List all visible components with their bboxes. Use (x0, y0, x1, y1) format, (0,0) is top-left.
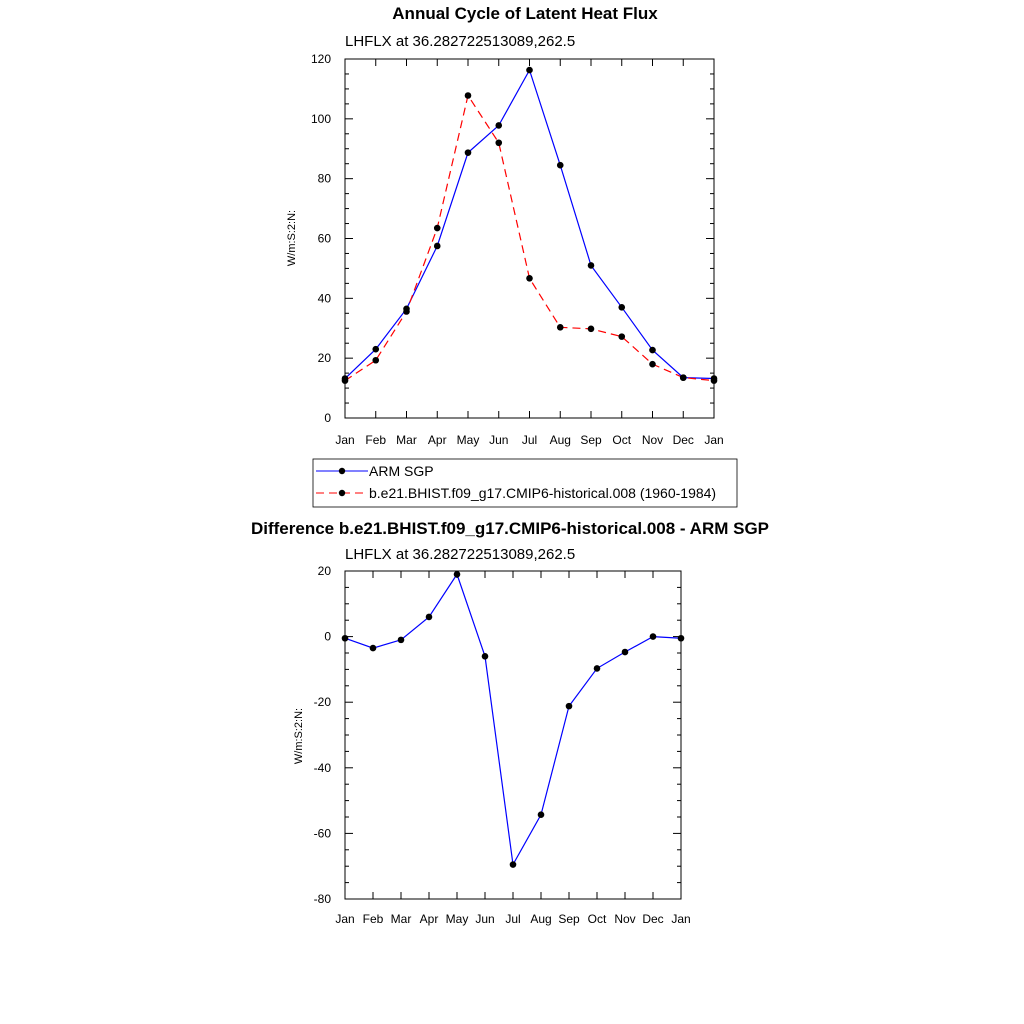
x-tick-label: Mar (396, 433, 417, 447)
legend-marker-model (338, 489, 346, 497)
data-point (453, 570, 461, 578)
data-point (649, 633, 657, 640)
difference-series-points (341, 570, 685, 868)
y-tick-label: 40 (318, 291, 332, 305)
data-point (649, 360, 656, 368)
chart-subtitle: LHFLX at 36.282722513089,262.5 (345, 33, 575, 50)
y-tick-label: 120 (311, 52, 331, 66)
difference-subtitle: LHFLX at 36.282722513089,262.5 (345, 546, 575, 563)
x-tick-label: Nov (642, 433, 663, 447)
data-point (556, 324, 564, 331)
y-tick-label: -80 (314, 892, 332, 906)
difference-title: Difference b.e21.BHIST.f09_g17.CMIP6-his… (251, 519, 769, 538)
data-point (587, 325, 595, 333)
y-tick-label: -60 (314, 826, 332, 840)
x-tick-label: May (457, 433, 480, 447)
data-point (618, 333, 626, 340)
x-tick-label: Jun (475, 912, 494, 926)
x-tick-label: Jan (335, 433, 354, 447)
x-tick-label: May (446, 912, 469, 926)
data-point (481, 652, 489, 660)
x-tick-label: Jul (522, 433, 537, 447)
series-line-model (344, 93, 715, 382)
x-tick-label: Apr (428, 433, 447, 447)
x-tick-label: Jan (335, 912, 354, 926)
data-point (433, 242, 441, 250)
difference-panel: Difference b.e21.BHIST.f09_g17.CMIP6-his… (251, 519, 769, 926)
data-point (649, 346, 656, 354)
data-point (526, 274, 533, 282)
y-tick-label: -20 (314, 695, 332, 709)
data-point (621, 648, 629, 656)
y-tick-label: 0 (324, 630, 331, 644)
data-point (618, 304, 626, 311)
y-tick-label: -40 (314, 761, 332, 775)
data-point (679, 374, 687, 381)
x-tick-label: Jul (505, 912, 520, 926)
series-line-primary (344, 572, 682, 867)
series-lines (344, 68, 715, 382)
difference-y-axis-label: W/m:S:2:N: (293, 708, 305, 764)
difference-series-lines (344, 572, 682, 867)
series-points (341, 66, 718, 384)
data-point (556, 161, 564, 169)
data-point (464, 92, 472, 99)
legend-marker-arm-sgp (338, 467, 346, 475)
x-tick-label: Feb (365, 433, 386, 447)
legend-label-model: b.e21.BHIST.f09_g17.CMIP6-historical.008… (369, 485, 716, 501)
x-tick-label: Nov (614, 912, 635, 926)
x-tick-label: Dec (673, 433, 694, 447)
x-tick-label: Sep (558, 912, 580, 926)
data-point (397, 636, 405, 644)
x-tick-label: Dec (642, 912, 663, 926)
data-point (464, 149, 472, 156)
data-point (593, 665, 601, 672)
data-point (372, 345, 380, 353)
data-point (509, 861, 517, 868)
y-tick-label: 20 (318, 351, 332, 365)
data-point (526, 66, 533, 74)
x-tick-label: Feb (363, 912, 384, 926)
difference-plot-frame (344, 570, 682, 900)
data-point (587, 262, 595, 269)
axis-ticks: Jan Feb Mar Apr May Jun Jul Aug Sep Oct Nov Dec Jan 0… (311, 52, 724, 447)
series-line-primary (344, 68, 715, 380)
y-tick-label: 20 (318, 564, 332, 578)
x-tick-label: Jan (671, 912, 690, 926)
data-point (403, 308, 410, 315)
data-point (565, 702, 573, 710)
x-tick-label: Jun (489, 433, 508, 447)
data-point (495, 139, 503, 147)
y-tick-label: 80 (318, 172, 332, 186)
data-point (495, 122, 503, 129)
data-point (369, 644, 377, 652)
difference-axis-ticks: Jan Feb Mar Apr May Jun Jul Aug Sep Oct Nov Dec Jan-… (314, 564, 691, 926)
y-tick-label: 0 (324, 411, 331, 425)
legend: ARM SGP b.e21.BHIST.f09_g17.CMIP6-histor… (312, 458, 738, 508)
annual-cycle-panel: Annual Cycle of Latent Heat Flux LHFLX a… (286, 4, 738, 508)
legend-box (312, 458, 738, 508)
x-tick-label: Oct (588, 912, 607, 926)
y-tick-label: 60 (318, 232, 332, 246)
x-tick-label: Aug (550, 433, 571, 447)
x-tick-label: Jan (704, 433, 723, 447)
data-point (537, 811, 545, 819)
data-point (433, 224, 441, 232)
data-point (372, 356, 380, 364)
x-tick-label: Sep (580, 433, 602, 447)
x-tick-label: Oct (612, 433, 631, 447)
legend-label-arm-sgp: ARM SGP (369, 463, 434, 479)
chart-title: Annual Cycle of Latent Heat Flux (392, 4, 658, 23)
plot-frame (344, 58, 715, 419)
x-tick-label: Mar (391, 912, 412, 926)
y-tick-label: 100 (311, 112, 331, 126)
y-axis-label: W/m:S:2:N: (286, 210, 298, 266)
x-tick-label: Apr (420, 912, 439, 926)
x-tick-label: Aug (530, 912, 551, 926)
data-point (425, 613, 433, 621)
